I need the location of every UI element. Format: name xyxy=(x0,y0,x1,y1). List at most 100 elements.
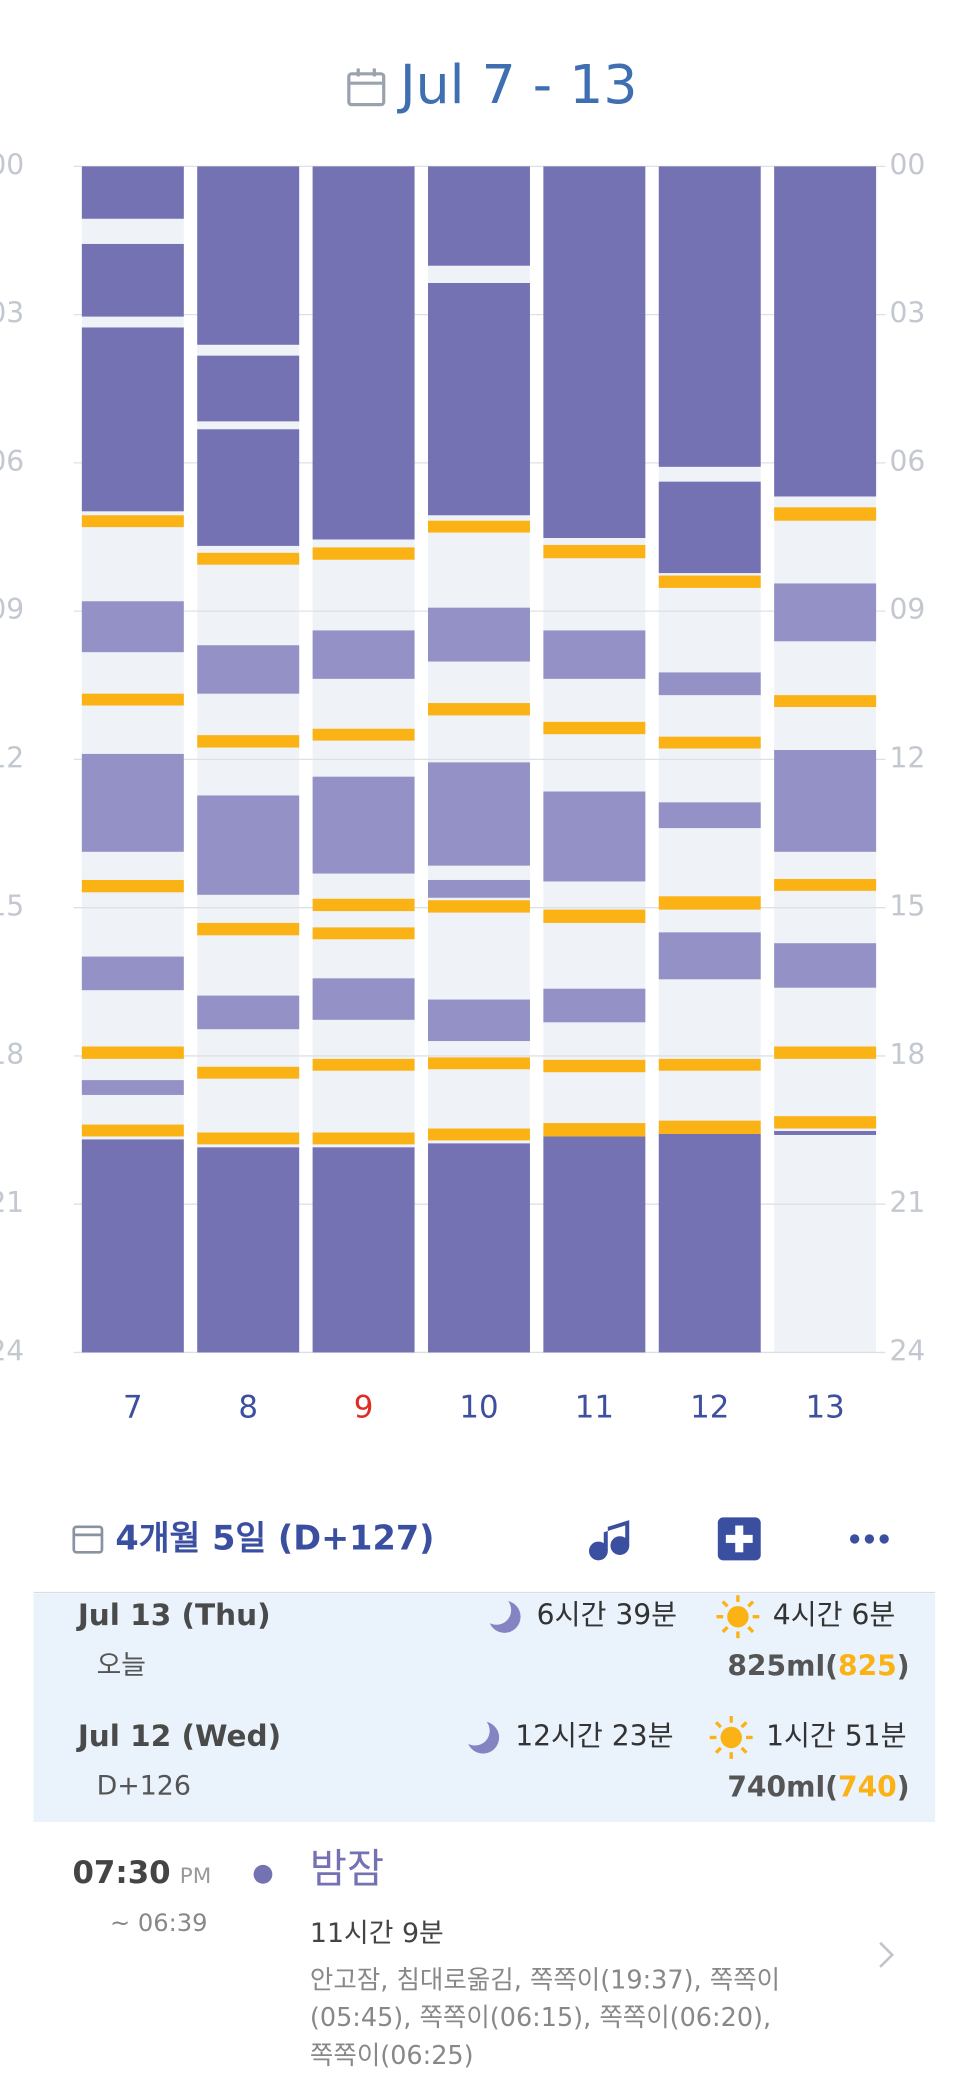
nap-segment xyxy=(427,879,530,898)
sleep-segment xyxy=(427,166,530,266)
nap-segment xyxy=(81,956,184,991)
card-total-part: 740 xyxy=(838,1770,897,1803)
nap-segment xyxy=(658,672,761,696)
feed-segment xyxy=(774,1046,877,1059)
nap-segment xyxy=(81,1080,184,1095)
feed-segment xyxy=(427,703,530,716)
nap-segment xyxy=(81,753,184,852)
summary-title: 4개월 5일 (D+127) xyxy=(115,1519,434,1558)
feed-segment xyxy=(312,898,415,912)
sun-icon xyxy=(747,1625,755,1634)
feed-segment xyxy=(197,1132,300,1145)
sleep-segment xyxy=(197,166,300,345)
nap-segment xyxy=(197,795,300,895)
sleep-segment xyxy=(197,355,300,422)
entry-row[interactable]: 07:30 PM ~ 06:39 밤잠 11시간 9분 안고잠, 침대로옮김, … xyxy=(72,1847,895,2071)
nap-segment xyxy=(197,645,300,694)
sleep-segment xyxy=(81,1139,184,1353)
sun-icon xyxy=(721,1600,729,1608)
sleep-segment xyxy=(658,481,761,574)
nap-segment xyxy=(543,988,646,1023)
feed-segment xyxy=(427,520,530,533)
y-tick-label: 18 xyxy=(890,1038,926,1071)
sleep-segment xyxy=(543,166,646,538)
day-card[interactable]: Jul 12 (Wed) D+126 12시간 23분 1시간 51분 740ml(74… xyxy=(76,1715,910,1803)
feed-segment xyxy=(427,900,530,913)
y-tick-label: 21 xyxy=(890,1186,926,1219)
sleep-segment xyxy=(197,1147,300,1353)
feed-segment xyxy=(658,575,761,588)
y-tick-label: 21 xyxy=(0,1186,24,1219)
x-tick-label: 12 xyxy=(690,1389,729,1425)
calendar-icon xyxy=(347,68,386,107)
entry-note: 쪽쪽이(06:25) xyxy=(310,2041,474,2071)
entry-duration: 11시간 9분 xyxy=(310,1918,444,1949)
nap-segment xyxy=(427,999,530,1042)
feed-segment xyxy=(774,878,877,891)
feed-segment xyxy=(543,1123,646,1137)
nap-segment xyxy=(774,583,877,642)
feed-segment xyxy=(543,1059,646,1073)
feed-segment xyxy=(658,1058,761,1071)
nap-segment xyxy=(427,607,530,662)
sleep-segment xyxy=(81,243,184,317)
sleep-segment xyxy=(81,166,184,219)
more-button[interactable] xyxy=(849,1534,889,1544)
y-tick-label: 09 xyxy=(0,593,24,626)
sun-icon xyxy=(740,1746,748,1754)
feed-segment xyxy=(312,1058,415,1071)
feed-segment xyxy=(197,1066,300,1079)
entry-note: 안고잠, 침대로옮김, 쪽쪽이(19:37), 쪽쪽이 xyxy=(310,1966,780,1996)
sun-icon xyxy=(747,1600,755,1608)
music-button[interactable] xyxy=(588,1520,630,1561)
sun-icon xyxy=(720,1726,742,1749)
feed-segment xyxy=(81,515,184,528)
day-sleep: 1시간 51분 xyxy=(766,1719,906,1752)
card-date: Jul 13 (Thu) xyxy=(76,1598,271,1632)
card-total-part: 825 xyxy=(838,1650,897,1683)
y-tick-label: 18 xyxy=(0,1038,24,1071)
sleep-segment xyxy=(427,1143,530,1353)
card-total-part: ) xyxy=(897,1650,910,1683)
card-date: Jul 12 (Wed) xyxy=(76,1719,281,1753)
sleep-segment xyxy=(312,1147,415,1353)
nap-segment xyxy=(81,601,184,653)
y-tick-label: 00 xyxy=(890,148,926,181)
feed-segment xyxy=(312,547,415,560)
day-card[interactable]: Jul 13 (Thu) 오늘 6시간 39분 4시간 6분 825ml(825) xyxy=(76,1595,910,1683)
y-tick-label: 09 xyxy=(890,593,926,626)
night-sleep: 12시간 23분 xyxy=(515,1719,673,1752)
nap-segment xyxy=(312,630,415,679)
feed-segment xyxy=(81,693,184,706)
entry-end: ~ 06:39 xyxy=(110,1909,207,1937)
sun-icon xyxy=(727,1605,749,1628)
chevron xyxy=(879,1941,895,1968)
y-tick-label: 12 xyxy=(890,741,926,774)
y-tick-label: 00 xyxy=(0,148,24,181)
sleep-segment xyxy=(774,1131,877,1135)
feed-segment xyxy=(543,909,646,923)
y-tick-label: 15 xyxy=(890,890,926,923)
night-sleep: 6시간 39분 xyxy=(537,1599,677,1632)
card-total-part: 740ml( xyxy=(727,1770,838,1803)
sun-icon xyxy=(721,1625,729,1634)
card-total: 740ml(740) xyxy=(727,1770,909,1803)
y-tick-label: 24 xyxy=(0,1334,24,1367)
y-tick-label: 03 xyxy=(0,297,24,330)
add-button[interactable] xyxy=(717,1517,761,1561)
nap-segment xyxy=(774,943,877,988)
feed-segment xyxy=(774,695,877,708)
card-total-part: ) xyxy=(897,1770,910,1803)
sleep-segment xyxy=(658,166,761,467)
card-sub: 오늘 xyxy=(97,1650,146,1681)
nap-segment xyxy=(658,932,761,980)
entry-title: 밤잠 xyxy=(310,1847,384,1893)
feed-segment xyxy=(81,879,184,893)
nap-segment xyxy=(427,762,530,866)
y-tick-label: 03 xyxy=(890,297,926,330)
moon-icon xyxy=(481,1595,512,1625)
nap-segment xyxy=(543,791,646,882)
y-tick-label: 06 xyxy=(890,445,926,478)
